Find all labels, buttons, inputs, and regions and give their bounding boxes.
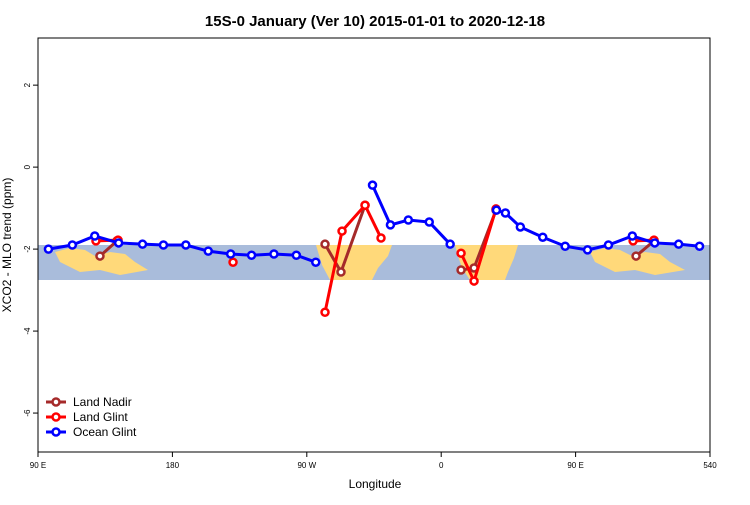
point (403, 215, 414, 225)
legend-label: Ocean Glint (73, 425, 137, 439)
y-axis-label: XCO2 - MLO trend (ppm) (0, 178, 14, 313)
point (137, 239, 148, 249)
y-tick-label: -6 (23, 409, 32, 417)
point (311, 257, 321, 267)
y-tick-label: -2 (23, 245, 32, 253)
point (631, 251, 641, 261)
point (456, 265, 466, 275)
point (158, 240, 169, 250)
point (627, 231, 638, 241)
plot (43, 180, 705, 317)
y-tick-label: 2 (23, 82, 32, 87)
x-tick-label: 180 (166, 461, 180, 470)
x-tick-label: 90 E (30, 461, 46, 470)
point (603, 240, 614, 250)
point (67, 240, 78, 250)
point (694, 241, 705, 251)
point (320, 239, 330, 249)
point (113, 238, 124, 248)
point (336, 267, 346, 277)
point (537, 232, 548, 242)
chart-title: 15S-0 January (Ver 10) 2015-01-01 to 202… (205, 13, 545, 30)
point (500, 208, 511, 218)
point (649, 238, 660, 248)
point (320, 307, 330, 317)
y-tick-label: 0 (23, 164, 32, 169)
legend-label: Land Nadir (73, 395, 132, 409)
point (424, 217, 435, 227)
point (360, 200, 370, 210)
point (367, 180, 378, 190)
point (246, 250, 257, 260)
point (582, 245, 593, 255)
point (515, 222, 526, 232)
x-axis-label: Longitude (349, 477, 402, 491)
point (376, 233, 386, 243)
point (269, 249, 279, 259)
point (673, 239, 684, 249)
point (181, 240, 191, 250)
x-tick-label: 90 E (567, 461, 583, 470)
legend-marker (51, 427, 61, 437)
point (385, 220, 396, 230)
point (291, 250, 302, 260)
point (203, 246, 213, 256)
legend-marker (51, 412, 61, 422)
x-tick-label: 90 W (297, 461, 316, 470)
point (456, 248, 466, 258)
point (560, 241, 570, 251)
x-tick-label: 540 (703, 461, 717, 470)
point (43, 244, 54, 254)
legend-marker (51, 397, 61, 407)
point (445, 239, 455, 249)
point (228, 257, 238, 267)
x-tick-label: 0 (439, 461, 444, 470)
plot-frame (37, 37, 711, 453)
point (491, 205, 502, 215)
point (95, 251, 105, 261)
point (469, 276, 479, 286)
y-tick-label: -4 (23, 327, 32, 335)
point (225, 249, 236, 259)
point (337, 226, 347, 236)
point (89, 231, 100, 241)
legend-label: Land Glint (73, 410, 128, 424)
